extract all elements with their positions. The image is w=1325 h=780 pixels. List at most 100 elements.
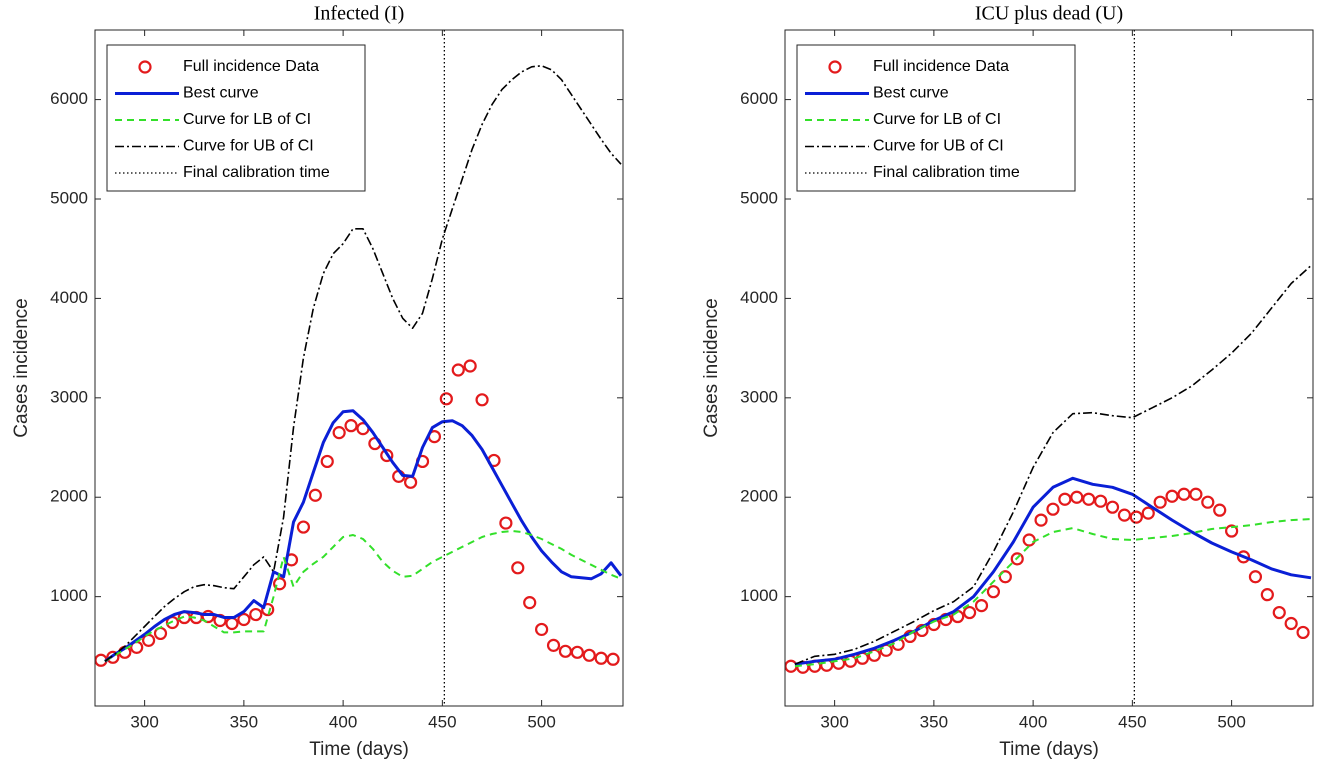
legend-label: Curve for LB of CI	[873, 111, 1001, 128]
y-tick-label: 5000	[740, 188, 778, 207]
legend-label: Full incidence Data	[183, 58, 319, 75]
x-tick-label: 450	[428, 712, 456, 731]
axes-frame	[94, 29, 624, 707]
data-point	[1094, 494, 1108, 508]
data-point	[106, 650, 120, 664]
y-tick-label: 1000	[50, 586, 88, 605]
chart-title: ICU plus dead (U)	[975, 3, 1123, 25]
data-point	[1034, 513, 1048, 527]
data-point	[1165, 489, 1179, 503]
x-tick-label: 300	[820, 712, 848, 731]
x-tick-label: 350	[230, 712, 258, 731]
data-point	[1010, 552, 1024, 566]
y-tick-label: 6000	[740, 89, 778, 108]
x-tick-label: 400	[329, 712, 357, 731]
legend-label: Curve for UB of CI	[183, 138, 314, 155]
data-point	[1153, 495, 1167, 509]
y-axis-label: Cases incidence	[11, 298, 32, 437]
data-point	[273, 577, 287, 591]
data-point	[1272, 605, 1286, 620]
y-tick-label: 2000	[50, 487, 88, 506]
x-tick-label: 350	[920, 712, 948, 731]
legend-label: Final calibration time	[183, 164, 330, 181]
data-point	[308, 488, 322, 502]
data-point	[546, 638, 561, 652]
y-tick-label: 5000	[50, 188, 88, 207]
curve	[794, 518, 1312, 668]
axes-frame	[784, 29, 1314, 707]
curve	[104, 409, 623, 663]
x-tick-label: 450	[1118, 712, 1146, 731]
legend-label: Full incidence Data	[873, 58, 1009, 75]
data-point	[475, 393, 489, 407]
legend-label: Curve for LB of CI	[183, 111, 311, 128]
data-point	[1141, 506, 1155, 520]
data-point	[1236, 550, 1251, 564]
y-axis-label: Cases incidence	[701, 298, 722, 437]
data-point	[1201, 495, 1215, 509]
data-point	[1105, 500, 1120, 514]
data-point	[1117, 508, 1132, 522]
y-tick-label: 4000	[740, 288, 778, 307]
data-point	[1296, 625, 1310, 640]
data-point	[1213, 503, 1227, 517]
data-point	[1284, 616, 1298, 631]
data-point	[332, 426, 346, 440]
data-point	[1046, 502, 1060, 516]
data-point	[344, 419, 358, 433]
data-point	[296, 520, 311, 534]
data-point	[261, 602, 275, 617]
data-point	[523, 596, 537, 610]
data-point	[237, 612, 251, 627]
curve	[104, 530, 622, 663]
data-point	[974, 598, 989, 613]
data-point	[1248, 570, 1263, 584]
y-tick-label: 2000	[740, 487, 778, 506]
curve	[104, 65, 622, 662]
x-axis-label: Time (days)	[999, 739, 1099, 760]
legend-label: Final calibration time	[873, 164, 1020, 181]
data-point	[606, 652, 620, 666]
data-point	[570, 645, 584, 659]
data-point	[1189, 487, 1203, 501]
y-tick-label: 3000	[50, 387, 88, 406]
y-tick-label: 4000	[50, 288, 88, 307]
y-tick-label: 6000	[50, 89, 88, 108]
data-point	[1260, 588, 1274, 602]
data-point	[963, 605, 977, 620]
data-point	[1129, 510, 1143, 524]
data-point	[1022, 533, 1036, 547]
legend-box	[796, 44, 1076, 192]
data-point	[463, 359, 477, 373]
data-point	[201, 609, 215, 624]
x-tick-label: 300	[130, 712, 158, 731]
data-point	[380, 448, 394, 463]
data-point	[582, 648, 596, 662]
y-tick-label: 1000	[740, 586, 778, 605]
legend-label: Best curve	[873, 85, 949, 102]
data-point	[511, 561, 525, 575]
data-point	[1058, 492, 1072, 506]
curve	[794, 476, 1312, 666]
x-tick-label: 500	[1217, 712, 1245, 731]
legend-label: Curve for UB of CI	[873, 138, 1004, 155]
x-tick-label: 500	[527, 712, 555, 731]
data-point	[439, 392, 453, 406]
legend-label: Best curve	[183, 85, 259, 102]
legend-marker	[138, 60, 152, 74]
chart-title: Infected (I)	[314, 3, 405, 25]
data-point	[499, 516, 513, 530]
data-point	[320, 454, 334, 469]
x-tick-label: 400	[1019, 712, 1047, 731]
curve	[794, 265, 1312, 665]
data-point	[1225, 524, 1239, 538]
data-point	[451, 363, 465, 377]
data-point	[1082, 492, 1096, 506]
legend-marker	[828, 60, 842, 74]
data-point	[998, 570, 1012, 584]
data-point	[1070, 490, 1084, 504]
y-tick-label: 3000	[740, 387, 778, 406]
data-point	[249, 607, 263, 622]
